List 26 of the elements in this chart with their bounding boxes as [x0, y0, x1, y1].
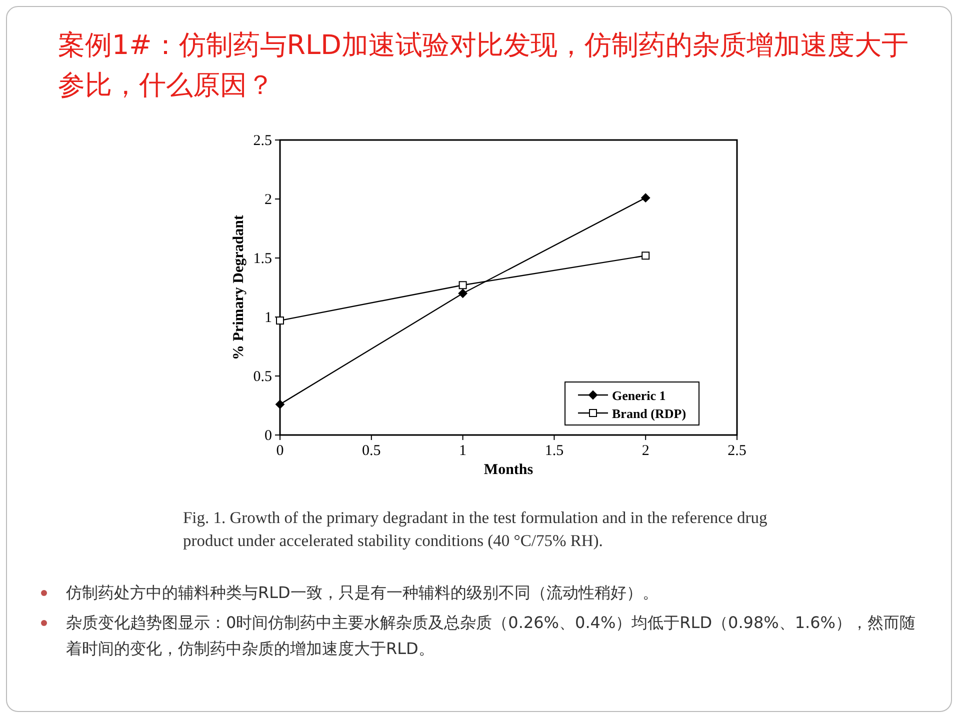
- caption: Fig. 1. Growth of the primary degradant in the test formulation and in the reference drug product under accelerated stability conditions (40 °C/75% RH).: [183, 507, 768, 552]
- point: [458, 281, 467, 290]
- point: [641, 193, 650, 202]
- y-tick-label: 2: [264, 192, 272, 208]
- y-tick-label: 1.5: [253, 251, 272, 267]
- x-tick-label: 1.5: [544, 443, 564, 459]
- point: [642, 252, 650, 260]
- y-tick-label: 2.5: [253, 133, 272, 149]
- y-tick-label: 0.5: [253, 369, 272, 385]
- text: 仿制药处方中的辅料种类与RLD一致，只是有一种辅料的级别不同（流动性稍好）。: [65, 582, 660, 604]
- x-tick-label: 2: [642, 443, 650, 459]
- x-tick-label: 2.5: [728, 443, 746, 459]
- x-axis-title: Months: [484, 462, 534, 478]
- x-tick-label: 0.5: [362, 443, 381, 459]
- x-tick-label: 0: [276, 443, 284, 459]
- y-tick-label: 1: [264, 310, 272, 326]
- y-tick-label: 0: [264, 428, 272, 444]
- x-tick-label: 1: [459, 443, 467, 459]
- chart-title: 案例1#：仿制药与RLD加速试验对比发现，仿制药的杂质增加速度大于参比，什么原因？: [58, 29, 910, 103]
- point: [458, 288, 468, 298]
- y-axis-title: % Primary Degradant: [231, 215, 247, 360]
- point: [276, 400, 284, 409]
- legend-label: Brand (RDP): [612, 406, 686, 421]
- legend-label: Generic 1: [612, 388, 666, 403]
- point: [276, 316, 284, 325]
- text: 杂质变化趋势图显示：0时间仿制药中主要水解杂质及总杂质（0.26%、0.4%）均低于RLD（0.98%、1.6%），然而随着时间的变化，仿制药中杂质的增加速度大于RLD。: [65, 612, 916, 660]
